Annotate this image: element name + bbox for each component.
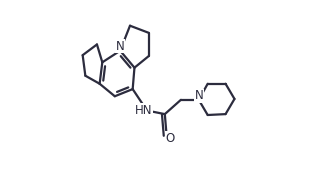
Text: HN: HN [135,104,153,117]
Text: N: N [116,40,125,53]
Text: N: N [194,89,203,102]
Text: O: O [165,132,175,145]
